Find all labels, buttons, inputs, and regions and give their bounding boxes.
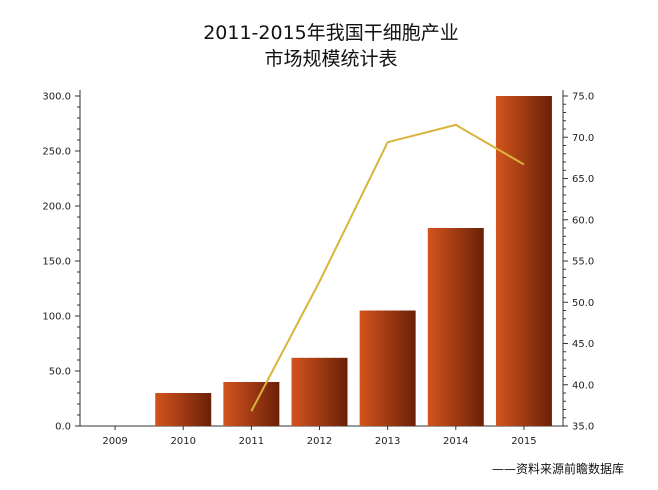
- bar-2014: [427, 228, 484, 426]
- right-tick-label: 60.0: [572, 215, 594, 226]
- bar-2010: [155, 393, 212, 426]
- x-tick-label: 2013: [375, 436, 400, 447]
- right-tick-label: 45.0: [572, 339, 594, 350]
- bar-2015: [495, 96, 552, 426]
- right-tick-label: 75.0: [572, 92, 594, 103]
- bar-2012: [291, 357, 348, 426]
- right-tick-label: 70.0: [572, 133, 594, 144]
- left-tick-label: 200.0: [42, 202, 71, 213]
- bar-series: [155, 96, 552, 426]
- chart-title-line2: 市场规模统计表: [264, 48, 398, 70]
- right-tick-label: 50.0: [572, 298, 594, 309]
- x-tick-label: 2012: [307, 436, 332, 447]
- right-tick-label: 55.0: [572, 257, 594, 268]
- left-tick-label: 50.0: [49, 367, 71, 378]
- right-tick-label: 35.0: [572, 422, 594, 433]
- left-tick-label: 150.0: [42, 257, 71, 268]
- bar-2013: [359, 310, 416, 426]
- left-tick-label: 300.0: [42, 92, 71, 103]
- growth-line: [250, 123, 525, 412]
- source-note: ——资料来源前瞻数据库: [491, 462, 624, 476]
- right-tick-label: 40.0: [572, 380, 594, 391]
- x-tick-label: 2014: [443, 436, 468, 447]
- left-tick-label: 100.0: [42, 312, 71, 323]
- x-tick-label: 2015: [511, 436, 536, 447]
- x-tick-label: 2009: [102, 436, 127, 447]
- right-tick-label: 65.0: [572, 174, 594, 185]
- line-series: [250, 123, 525, 412]
- tick-labels: 0.0 50.0 100.0 150.0 200.0 250.0 300.0 35.0 40.0…: [42, 92, 594, 448]
- left-tick-label: 250.0: [42, 147, 71, 158]
- left-tick-label: 0.0: [55, 422, 71, 433]
- x-tick-label: 2010: [170, 436, 195, 447]
- bar-2011: [223, 382, 280, 426]
- x-tick-label: 2011: [239, 436, 264, 447]
- chart-title-line1: 2011-2015年我国干细胞产业: [203, 22, 459, 44]
